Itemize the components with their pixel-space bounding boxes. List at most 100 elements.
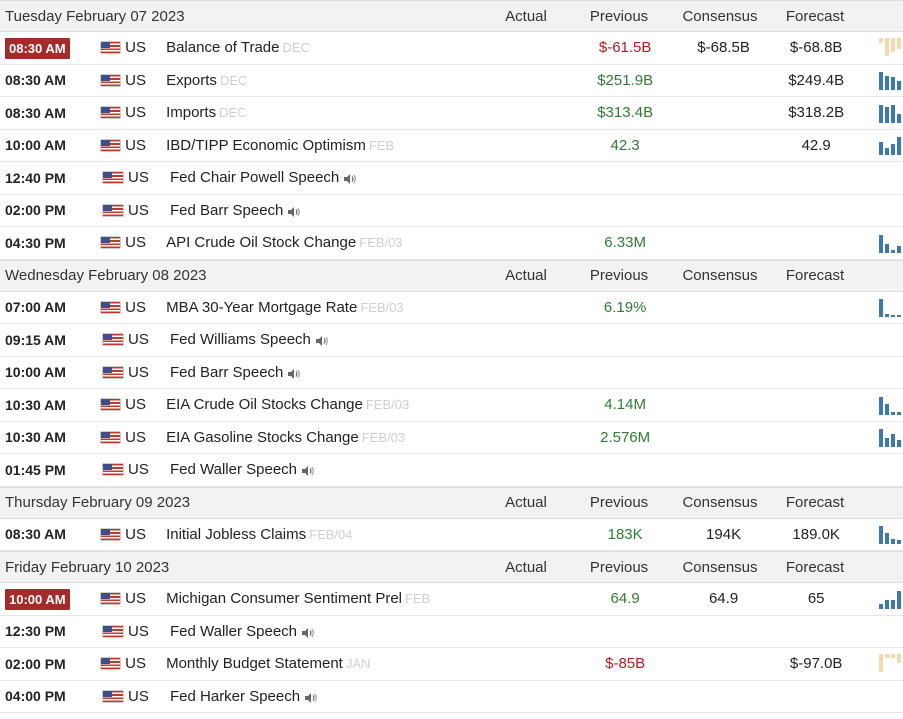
event-row[interactable]: 02:00 PM US Fed Barr Speech — [0, 195, 903, 227]
event-row[interactable]: 04:30 PM US API Crude Oil Stock Change FEB/… — [0, 227, 903, 260]
event-name-cell[interactable]: Fed Waller Speech — [170, 623, 507, 640]
column-header-actual[interactable]: Actual — [505, 558, 547, 576]
sparkline-chart[interactable] — [883, 200, 903, 220]
event-row[interactable]: 10:00 AM US IBD/TIPP Economic Optimism FEB 4… — [0, 130, 903, 162]
column-header-previous[interactable]: Previous — [589, 7, 649, 25]
sparkline-chart[interactable] — [883, 686, 903, 706]
sparkline-chart[interactable] — [861, 135, 903, 156]
column-header-consensus[interactable]: Consensus — [682, 494, 758, 511]
column-header-forecast[interactable]: Forecast — [785, 7, 845, 25]
event-name-cell[interactable]: MBA 30-Year Mortgage Rate FEB/03 — [166, 299, 494, 316]
column-header-actual[interactable]: Actual — [505, 7, 547, 25]
us-flag-icon — [103, 204, 123, 216]
column-header-consensus[interactable]: Consensus — [682, 267, 758, 284]
column-header-consensus[interactable]: Consensus — [682, 558, 758, 576]
sparkline-chart[interactable] — [883, 362, 903, 382]
event-name-link[interactable]: Michigan Consumer Sentiment Prel — [166, 590, 403, 608]
column-header-actual[interactable]: Actual — [505, 494, 547, 511]
column-header-forecast[interactable]: Forecast — [785, 558, 845, 576]
sparkline-bar — [879, 104, 883, 123]
event-name-link[interactable]: Fed Chair Powell Speech — [170, 169, 340, 187]
column-header-previous[interactable]: Previous — [589, 494, 649, 511]
event-name-cell[interactable]: Exports DEC — [166, 72, 494, 89]
column-header-previous[interactable]: Previous — [589, 267, 649, 284]
event-name-link[interactable]: IBD/TIPP Economic Optimism — [166, 136, 366, 154]
column-header-actual[interactable]: Actual — [505, 267, 547, 284]
event-name-cell[interactable]: Fed Barr Speech — [170, 364, 507, 381]
event-row[interactable]: 01:45 PM US Fed Waller Speech — [0, 454, 903, 487]
event-name-link[interactable]: Fed Waller Speech — [170, 461, 298, 479]
event-time-label: 02:00 PM — [5, 655, 66, 672]
sparkline-chart[interactable] — [883, 460, 903, 480]
event-name-cell[interactable]: Initial Jobless Claims FEB/04 — [166, 526, 494, 543]
sparkline-chart[interactable] — [883, 168, 903, 188]
event-name-link[interactable]: MBA 30-Year Mortgage Rate — [166, 298, 358, 316]
event-name-link[interactable]: Fed Harker Speech — [170, 687, 301, 705]
event-name-cell[interactable]: Fed Chair Powell Speech — [170, 169, 507, 186]
sparkline-chart[interactable] — [861, 395, 903, 415]
event-name-cell[interactable]: Balance of Trade DEC — [166, 39, 494, 56]
event-name-link[interactable]: Fed Waller Speech — [170, 622, 298, 640]
column-header-forecast[interactable]: Forecast — [785, 494, 845, 511]
event-time: 12:30 PM — [0, 623, 98, 639]
sparkline-chart[interactable] — [861, 233, 903, 253]
column-header-previous[interactable]: Previous — [589, 558, 649, 576]
event-time-label: 12:40 PM — [5, 169, 66, 186]
event-country: US — [125, 298, 146, 316]
sparkline-chart[interactable] — [861, 103, 903, 123]
event-name-link[interactable]: Initial Jobless Claims — [166, 525, 307, 543]
event-country: US — [128, 169, 149, 187]
event-row[interactable]: 08:30 AM US Imports DEC $313.4B $318.2B — [0, 97, 903, 130]
event-row[interactable]: 12:30 PM US Fed Waller Speech — [0, 616, 903, 648]
sparkline-chart[interactable] — [861, 427, 903, 448]
event-row[interactable]: 04:00 PM US Fed Harker Speech — [0, 681, 903, 713]
event-country: US — [125, 136, 146, 154]
event-row[interactable]: 10:30 AM US EIA Crude Oil Stocks Change FEB… — [0, 389, 903, 422]
event-name-link[interactable]: API Crude Oil Stock Change — [166, 234, 357, 252]
event-name-link[interactable]: EIA Crude Oil Stocks Change — [166, 396, 363, 414]
event-row[interactable]: 12:40 PM US Fed Chair Powell Speech — [0, 162, 903, 195]
event-name-cell[interactable]: EIA Gasoline Stocks Change FEB/03 — [166, 429, 494, 446]
event-name-cell[interactable]: Imports DEC — [166, 104, 494, 121]
sparkline-chart[interactable] — [883, 621, 903, 641]
event-country: US — [125, 590, 146, 608]
event-row[interactable]: 10:00 AM US Michigan Consumer Sentiment Pr… — [0, 583, 903, 616]
previous-value: $-61.5B — [598, 39, 652, 57]
event-name-link[interactable]: EIA Gasoline Stocks Change — [166, 428, 359, 446]
event-name-cell[interactable]: Monthly Budget Statement JAN — [166, 655, 494, 672]
sparkline-chart[interactable] — [861, 653, 903, 674]
event-row[interactable]: 08:30 AM US Balance of Trade DEC $-61.5B $-68… — [0, 32, 903, 65]
event-name-cell[interactable]: EIA Crude Oil Stocks Change FEB/03 — [166, 396, 494, 413]
event-name-link[interactable]: Balance of Trade — [166, 39, 280, 57]
event-name-link[interactable]: Fed Barr Speech — [170, 363, 284, 381]
sparkline-chart[interactable] — [861, 589, 903, 609]
event-name-cell[interactable]: Fed Waller Speech — [170, 461, 507, 478]
event-name-cell[interactable]: Fed Barr Speech — [170, 202, 507, 219]
event-row[interactable]: 09:15 AM US Fed Williams Speech — [0, 324, 903, 357]
event-name-link[interactable]: Imports — [166, 104, 217, 122]
event-name-cell[interactable]: API Crude Oil Stock Change FEB/03 — [166, 234, 494, 251]
sparkline-bar — [885, 76, 889, 91]
sparkline-bar — [879, 142, 883, 156]
event-row[interactable]: 08:30 AM US Initial Jobless Claims FEB/04 18… — [0, 519, 903, 551]
event-row[interactable]: 10:30 AM US EIA Gasoline Stocks Change FEB/… — [0, 422, 903, 454]
sparkline-chart[interactable] — [861, 37, 903, 58]
event-row[interactable]: 07:00 AM US MBA 30-Year Mortgage Rate FEB/0… — [0, 292, 903, 324]
sparkline-chart[interactable] — [883, 330, 903, 350]
event-name-cell[interactable]: Fed Harker Speech — [170, 688, 507, 705]
event-name-link[interactable]: Monthly Budget Statement — [166, 655, 343, 673]
event-name-cell[interactable]: IBD/TIPP Economic Optimism FEB — [166, 137, 494, 154]
event-row[interactable]: 10:00 AM US Fed Barr Speech — [0, 357, 903, 389]
event-name-cell[interactable]: Michigan Consumer Sentiment Prel FEB — [166, 590, 494, 607]
event-row[interactable]: 02:00 PM US Monthly Budget Statement JAN $-8… — [0, 648, 903, 681]
event-row[interactable]: 08:30 AM US Exports DEC $251.9B $249.4B — [0, 65, 903, 97]
event-name-cell[interactable]: Fed Williams Speech — [170, 331, 507, 348]
event-name-link[interactable]: Fed Williams Speech — [170, 331, 311, 349]
sparkline-chart[interactable] — [861, 524, 903, 545]
event-name-link[interactable]: Fed Barr Speech — [170, 201, 284, 219]
sparkline-chart[interactable] — [861, 70, 903, 91]
event-name-link[interactable]: Exports — [166, 71, 217, 89]
column-header-forecast[interactable]: Forecast — [785, 267, 845, 284]
column-header-consensus[interactable]: Consensus — [682, 7, 758, 25]
sparkline-chart[interactable] — [861, 297, 903, 318]
